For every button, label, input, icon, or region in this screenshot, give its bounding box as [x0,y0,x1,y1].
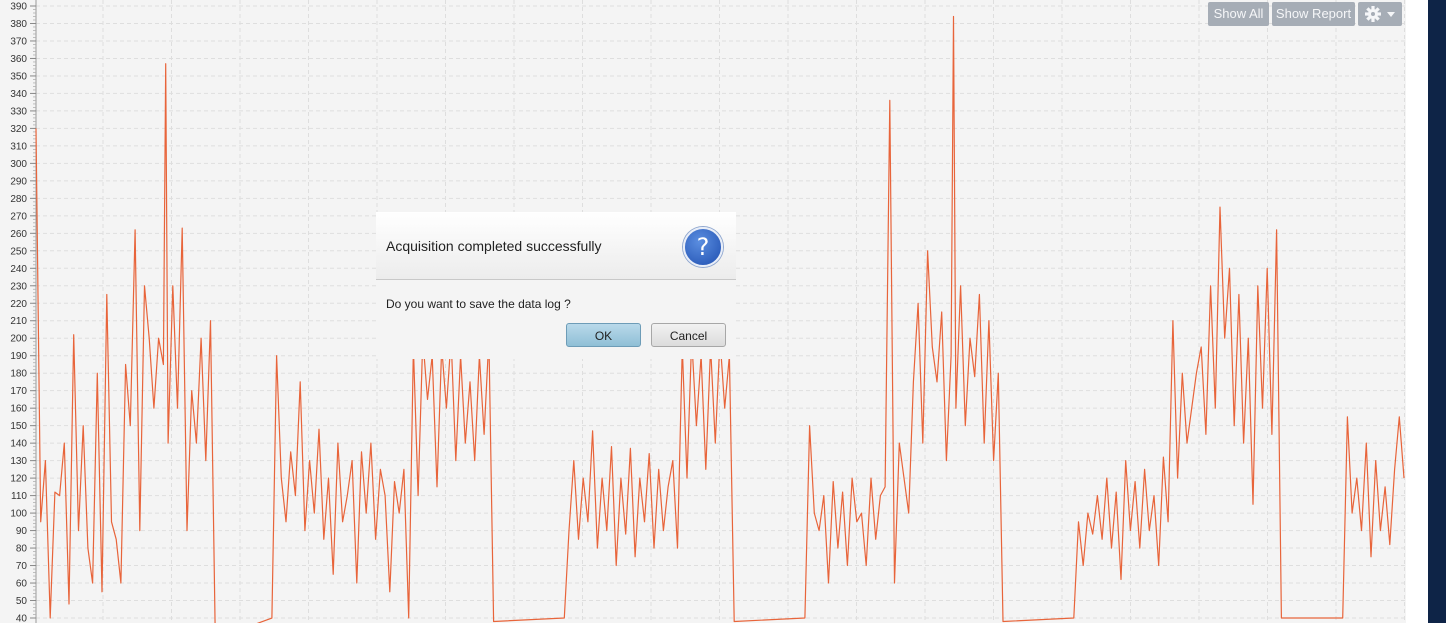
y-tick-label: 390 [10,2,27,13]
y-tick-label: 160 [10,404,27,415]
y-tick-label: 220 [10,299,27,310]
y-tick-label: 100 [10,509,27,520]
y-tick-label: 60 [16,579,28,590]
y-tick-label: 180 [10,369,27,380]
y-tick-label: 210 [10,316,27,327]
y-tick-label: 90 [16,526,28,537]
confirm-dialog: Acquisition completed successfully ? Do … [376,212,736,359]
window-edge [1428,0,1446,623]
y-tick-label: 170 [10,386,27,397]
y-tick-label: 350 [10,71,27,82]
y-tick-label: 250 [10,246,27,257]
y-tick-label: 300 [10,159,27,170]
y-tick-label: 50 [16,596,28,607]
y-tick-label: 380 [10,19,27,30]
show-all-button[interactable]: Show All [1208,2,1269,26]
question-icon: ? [683,227,723,267]
y-tick-label: 110 [11,491,27,502]
y-tick-label: 270 [10,211,27,222]
grid-lines [36,0,1406,623]
y-tick-label: 140 [10,439,27,450]
y-tick-label: 330 [10,106,27,117]
y-tick-label: 150 [10,421,27,432]
y-axis: 40 50 60 70 80 90 100 110 120 130 140 150 160 170 180 1… [10,0,37,623]
y-tick-label: 120 [10,474,27,485]
chart-area[interactable]: 40 50 60 70 80 90 100 110 120 130 140 150 160 170 180 1… [0,0,1406,623]
y-tick-label: 340 [10,89,27,100]
show-report-button[interactable]: Show Report [1272,2,1355,26]
series-line [35,15,1405,623]
y-tick-label: 260 [10,229,27,240]
y-tick-label: 310 [10,141,27,152]
y-tick-label: 80 [16,544,28,555]
y-tick-label: 130 [10,456,27,467]
y-tick-label: 360 [10,54,27,65]
y-tick-label: 70 [16,561,28,572]
settings-menu-button[interactable] [1358,2,1402,26]
dialog-message: Do you want to save the data log ? [386,297,571,311]
line-chart[interactable]: 40 50 60 70 80 90 100 110 120 130 140 150 160 170 180 1… [0,0,1406,623]
y-tick-label: 230 [10,281,27,292]
y-tick-label: 320 [10,124,27,135]
y-tick-label: 290 [10,176,27,187]
dialog-header: Acquisition completed successfully ? [376,212,736,280]
ok-button[interactable]: OK [566,323,641,347]
series-layer [35,15,1405,623]
caret-down-icon [1387,12,1395,17]
gear-icon [1365,6,1381,22]
cancel-button[interactable]: Cancel [651,323,726,347]
dialog-title: Acquisition completed successfully [386,238,602,254]
y-tick-label: 280 [10,194,27,205]
y-tick-label: 190 [10,351,27,362]
y-tick-label: 200 [10,334,27,345]
y-tick-label: 240 [10,264,27,275]
y-tick-label: 40 [16,614,28,623]
y-tick-label: 370 [10,36,27,47]
